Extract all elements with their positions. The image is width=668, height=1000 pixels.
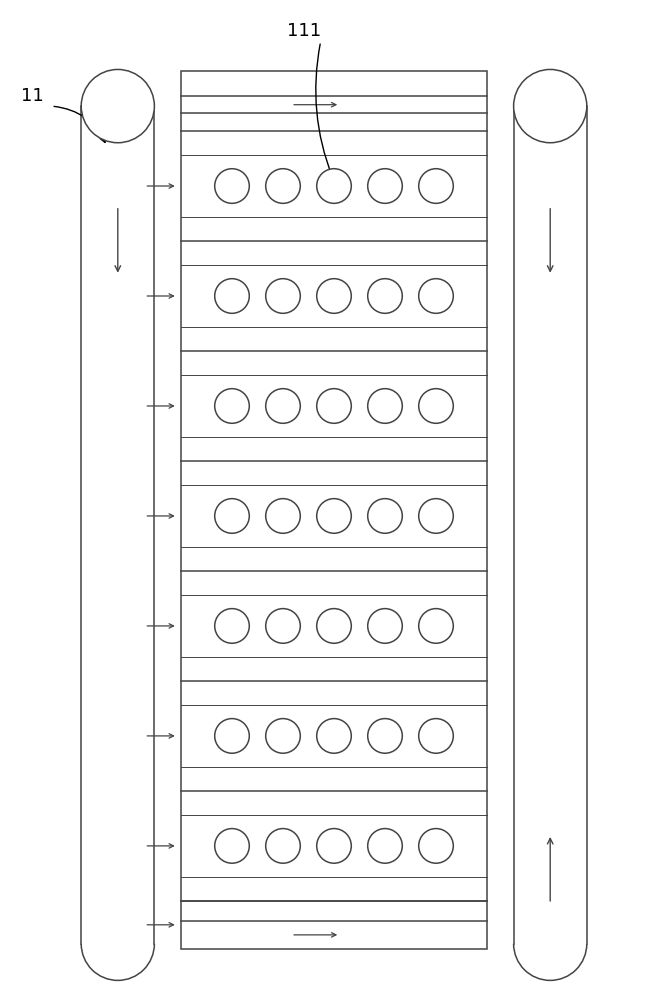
Ellipse shape: [514, 69, 587, 143]
Ellipse shape: [266, 279, 301, 313]
Ellipse shape: [214, 499, 249, 533]
Ellipse shape: [317, 279, 351, 313]
Ellipse shape: [419, 499, 454, 533]
Ellipse shape: [367, 609, 402, 643]
Ellipse shape: [419, 719, 454, 753]
Ellipse shape: [367, 829, 402, 863]
Ellipse shape: [317, 389, 351, 423]
Ellipse shape: [266, 169, 301, 203]
Ellipse shape: [419, 279, 454, 313]
Ellipse shape: [266, 499, 301, 533]
Ellipse shape: [367, 279, 402, 313]
Ellipse shape: [266, 389, 301, 423]
Ellipse shape: [419, 169, 454, 203]
Ellipse shape: [317, 169, 351, 203]
Ellipse shape: [367, 389, 402, 423]
Ellipse shape: [266, 719, 301, 753]
Ellipse shape: [81, 69, 154, 143]
Ellipse shape: [214, 389, 249, 423]
Ellipse shape: [214, 829, 249, 863]
Ellipse shape: [266, 609, 301, 643]
Ellipse shape: [214, 279, 249, 313]
Bar: [181, 71, 487, 949]
Ellipse shape: [214, 169, 249, 203]
Ellipse shape: [367, 499, 402, 533]
Ellipse shape: [419, 389, 454, 423]
Ellipse shape: [367, 169, 402, 203]
Ellipse shape: [419, 609, 454, 643]
Ellipse shape: [317, 499, 351, 533]
Ellipse shape: [419, 829, 454, 863]
Ellipse shape: [317, 829, 351, 863]
Ellipse shape: [214, 609, 249, 643]
Text: 11: 11: [21, 87, 44, 105]
Ellipse shape: [317, 609, 351, 643]
Ellipse shape: [367, 719, 402, 753]
Text: 111: 111: [287, 22, 321, 40]
Ellipse shape: [317, 719, 351, 753]
Ellipse shape: [214, 719, 249, 753]
Ellipse shape: [266, 829, 301, 863]
